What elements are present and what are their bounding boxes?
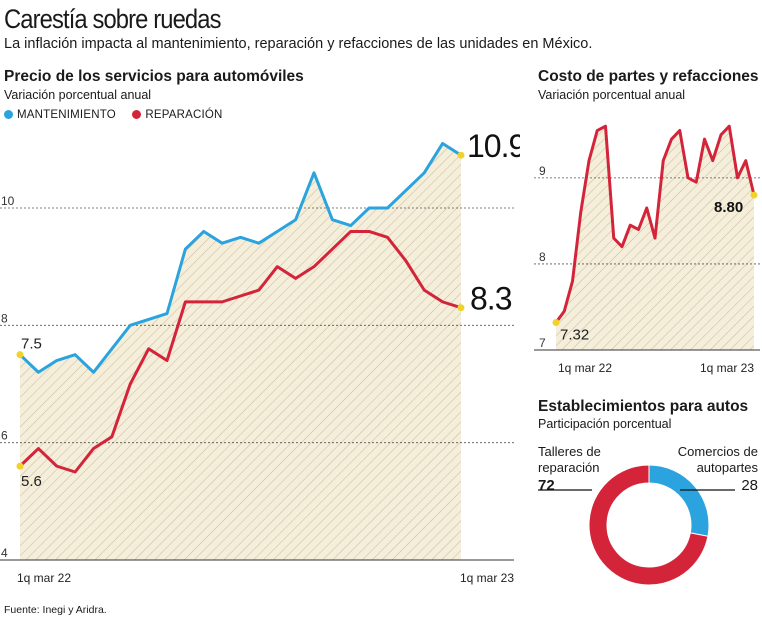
- parts-endpoint-marker: [750, 191, 758, 199]
- series-line-mantenimiento: [18, 141, 462, 374]
- donut-label-comercios-line1: Comercios de: [677, 444, 758, 459]
- donut-label-talleres-line1: Talleres de: [538, 444, 601, 459]
- donut-value-comercios: 28: [741, 477, 758, 494]
- endpoint-marker: [16, 462, 24, 470]
- parts-y-tick-label-8: 8: [539, 250, 546, 264]
- x-label-end: 1q mar 23: [460, 571, 514, 585]
- donut-chart-subtitle: Participación porcentual: [538, 417, 672, 431]
- parts-series-line: [554, 124, 756, 324]
- y-tick-label-4: 4: [1, 546, 8, 560]
- donut-label-comercios: Comercios de autopartes: [640, 444, 758, 476]
- page-subtitle: La inflación impacta al mantenimiento, r…: [4, 36, 593, 52]
- donut-label-talleres-line2: reparación: [538, 460, 600, 475]
- parts-end-label: 8.80: [714, 199, 743, 216]
- y-tick-label-6: 6: [1, 429, 8, 443]
- legend-label-reparacion: REPARACIÓN: [145, 108, 223, 121]
- legend-dot-red: [132, 110, 142, 119]
- endpoint-marker: [457, 304, 465, 312]
- parts-start-label: 7.32: [560, 326, 589, 343]
- parts-chart-subtitle: Variación porcentual anual: [538, 88, 686, 102]
- main-chart-legend: MANTENIMIENTO REPARACIÓN: [4, 106, 235, 124]
- y-tick-label-10: 10: [1, 194, 15, 208]
- endpoint-marker: [457, 151, 465, 159]
- parts-x-label-start: 1q mar 22: [558, 361, 612, 375]
- parts-y-tick-label-7: 7: [539, 336, 546, 350]
- donut-label-talleres: Talleres de reparación: [538, 444, 601, 476]
- legend-dot-blue: [4, 110, 13, 119]
- main-chart: 4 6 8 10 7.5 5.6 10.9 8.3 1q mar 22 1q mar 23: [0, 128, 520, 585]
- main-chart-area: [20, 143, 461, 560]
- end-label-reparacion: 8.3: [470, 281, 512, 317]
- source-note: Fuente: Inegi y Aridra.: [4, 604, 107, 616]
- start-label-mantenimiento: 7.5: [21, 336, 42, 353]
- x-label-start: 1q mar 22: [17, 571, 71, 585]
- donut-chart: [538, 464, 735, 586]
- legend-item-mantenimiento: MANTENIMIENTO: [4, 109, 116, 121]
- parts-chart: 7 8 9 7.32 8.80 1q mar 22 1q mar 23: [534, 124, 760, 375]
- donut-slice-talleres: [588, 464, 709, 586]
- donut-slice-comercios: [648, 464, 710, 537]
- donut-chart-title: Establecimientos para autos: [538, 398, 749, 415]
- parts-x-label-end: 1q mar 23: [700, 361, 754, 375]
- page-title: Carestía sobre ruedas: [4, 4, 221, 34]
- parts-endpoint-marker: [552, 318, 560, 326]
- main-chart-title: Precio de los servicios para automóviles: [4, 68, 304, 85]
- y-tick-label-8: 8: [1, 311, 8, 325]
- endpoint-marker: [16, 351, 24, 359]
- legend-label-mantenimiento: MANTENIMIENTO: [17, 108, 116, 121]
- series-line-reparacion: [18, 229, 462, 474]
- main-chart-subtitle: Variación porcentual anual: [4, 88, 152, 102]
- donut-label-comercios-line2: autopartes: [696, 460, 758, 475]
- end-label-mantenimiento: 10.9: [467, 128, 520, 164]
- start-label-reparacion: 5.6: [21, 473, 42, 490]
- parts-y-tick-label-9: 9: [539, 164, 546, 178]
- parts-chart-title: Costo de partes y refacciones: [538, 68, 759, 85]
- legend-item-reparacion: REPARACIÓN: [132, 109, 222, 121]
